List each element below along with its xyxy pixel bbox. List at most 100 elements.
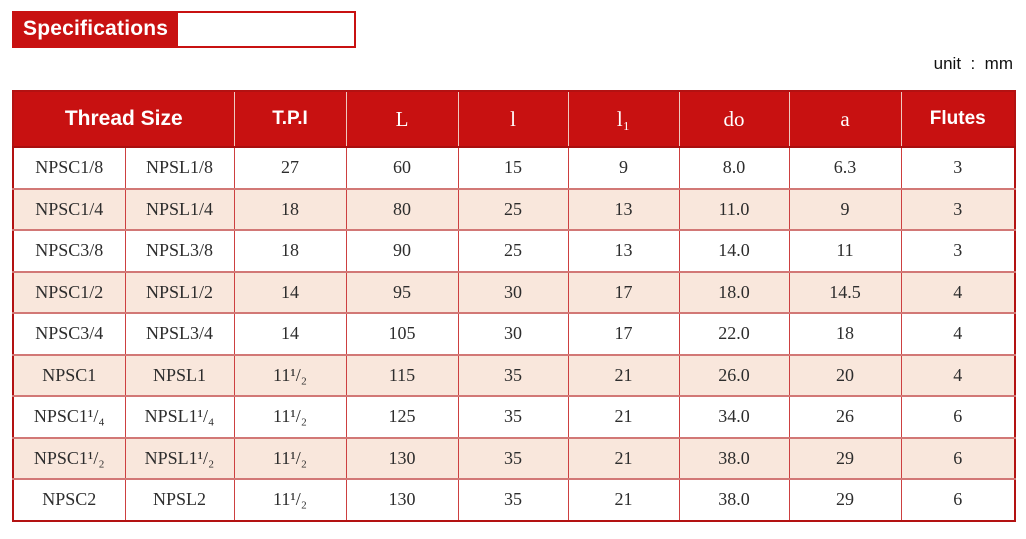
table-cell: 22.0 [678,312,790,355]
table-cell: 90 [345,229,459,272]
table-cell: 21 [567,395,680,438]
table-cell: 6 [900,436,1016,479]
table-cell: NPSC1/2 [12,270,126,313]
table-cell: 3 [900,229,1016,272]
table-cell: 21 [567,436,680,479]
table-cell: 14 [233,270,347,313]
table-cell: 35 [457,395,569,438]
table-row: NPSC1 NPSL1 11¹/₂ 115 35 21 26.0 20 4 [12,353,1016,396]
table-cell: NPSL3/4 [124,312,235,355]
table-cell: NPSC1/4 [12,187,126,230]
unit-label: unit : mm [933,54,1013,73]
table-cell: 18 [788,312,902,355]
table-cell: 6 [900,478,1016,521]
table-cell: 14.5 [788,270,902,313]
spec-table: Thread Size T.P.I L l l₁ do a Flutes NPS… [12,90,1016,522]
table-row: NPSC1/8 NPSL1/8 27 60 15 9 8.0 6.3 3 [12,147,1016,189]
table-cell: 4 [900,353,1016,396]
table-cell: 20 [788,353,902,396]
page-title: Specifications [12,11,177,48]
table-cell: NPSL2 [124,478,235,521]
table-cell: 3 [900,187,1016,230]
table-cell: 3 [900,147,1016,189]
table-cell: 38.0 [678,436,790,479]
table-cell: NPSC1¹/₂ [12,436,126,479]
table-cell: 105 [345,312,459,355]
table-cell: 17 [567,312,680,355]
table-cell: NPSC1/8 [12,147,126,189]
table-cell: 11.0 [678,187,790,230]
table-cell: 29 [788,436,902,479]
table-cell: NPSL1¹/₄ [124,395,235,438]
table-row: NPSC2 NPSL2 11¹/₂ 130 35 21 38.0 29 6 [12,478,1016,521]
table-cell: 25 [457,229,569,272]
table-cell: 130 [345,436,459,479]
table-cell: NPSC1¹/₄ [12,395,126,438]
table-cell: 35 [457,478,569,521]
table-cell: 17 [567,270,680,313]
table-cell: NPSL3/8 [124,229,235,272]
table-cell: 13 [567,229,680,272]
table-cell: 30 [457,270,569,313]
table-cell: 9 [788,187,902,230]
table-row: NPSC3/4 NPSL3/4 14 105 30 17 22.0 18 4 [12,312,1016,355]
table-cell: 11¹/₂ [233,395,347,438]
table-cell: 21 [567,353,680,396]
table-cell: 25 [457,187,569,230]
table-cell: 15 [457,147,569,189]
table-cell: NPSC3/8 [12,229,126,272]
table-header: Thread Size T.P.I L l l₁ do a Flutes [13,91,1015,148]
table-cell: NPSC1 [12,353,126,396]
title-band: Specifications [12,11,357,48]
table-cell: 26.0 [678,353,790,396]
table-cell: 6 [900,395,1016,438]
table-cell: 35 [457,436,569,479]
title-extension-box [176,11,357,48]
table-row: NPSC1/2 NPSL1/2 14 95 30 17 18.0 14.5 4 [12,270,1016,313]
table-cell: 21 [567,478,680,521]
table-row: NPSC1¹/₂ NPSL1¹/₂ 11¹/₂ 130 35 21 38.0 29 6 [12,436,1016,479]
table-cell: 14.0 [678,229,790,272]
table-cell: 4 [900,312,1016,355]
table-cell: 6.3 [788,147,902,189]
table-cell: 13 [567,187,680,230]
table-cell: 80 [345,187,459,230]
table-cell: 18.0 [678,270,790,313]
table-cell: NPSC3/4 [12,312,126,355]
table-cell: 29 [788,478,902,521]
table-cell: 4 [900,270,1016,313]
table-row: NPSC1¹/₄ NPSL1¹/₄ 11¹/₂ 125 35 21 34.0 26 6 [12,395,1016,438]
table-cell: 11¹/₂ [233,436,347,479]
table-cell: 130 [345,478,459,521]
column-header-l1: l₁ [568,91,680,148]
column-header-l: l [458,91,569,148]
table-cell: 95 [345,270,459,313]
column-header-a: a [789,91,902,148]
table-cell: NPSL1/4 [124,187,235,230]
table-cell: 35 [457,353,569,396]
table-cell: NPSL1 [124,353,235,396]
table-cell: 60 [345,147,459,189]
column-header-do: do [679,91,790,148]
table-cell: 26 [788,395,902,438]
column-header-flutes: Flutes [901,91,1015,148]
header-row: Thread Size T.P.I L l l₁ do a Flutes [13,91,1015,148]
table-cell: 11¹/₂ [233,478,347,521]
table-cell: NPSL1/2 [124,270,235,313]
table-cell: 18 [233,187,347,230]
table-cell: NPSL1/8 [124,147,235,189]
table-cell: 125 [345,395,459,438]
column-header-tpi: T.P.I [234,91,347,148]
table-cell: 8.0 [678,147,790,189]
table-body: NPSC1/8 NPSL1/8 27 60 15 9 8.0 6.3 3 NPSC1/4 NPSL… [12,147,1016,521]
table-cell: 18 [233,229,347,272]
table-cell: 11¹/₂ [233,353,347,396]
table-cell: 27 [233,147,347,189]
table-row: NPSC3/8 NPSL3/8 18 90 25 13 14.0 11 3 [12,229,1016,272]
column-header-thread-size: Thread Size [13,91,235,148]
table-cell: NPSC2 [12,478,126,521]
table-row: NPSC1/4 NPSL1/4 18 80 25 13 11.0 9 3 [12,187,1016,230]
table-cell: 14 [233,312,347,355]
column-header-L: L [346,91,459,148]
